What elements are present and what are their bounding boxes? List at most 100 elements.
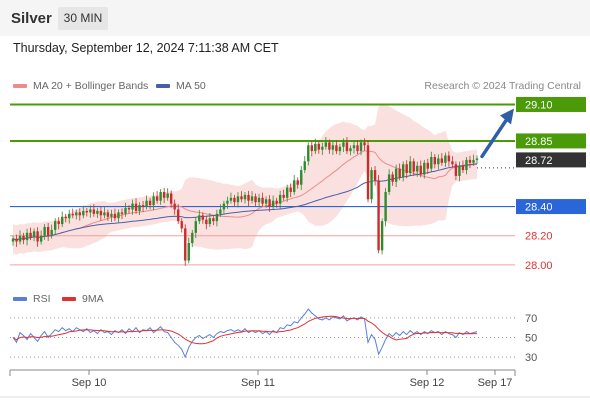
candle bbox=[285, 187, 289, 198]
candle bbox=[201, 215, 205, 220]
candle bbox=[387, 174, 391, 192]
candle bbox=[345, 142, 349, 152]
candle bbox=[219, 209, 222, 214]
candle bbox=[222, 203, 226, 210]
price-tag-28.40 bbox=[516, 199, 586, 215]
price-label-28.20: 28.20 bbox=[525, 231, 553, 243]
candle bbox=[296, 180, 299, 185]
timeframe-button[interactable]: 30 MIN bbox=[58, 7, 108, 30]
candle bbox=[321, 146, 324, 150]
candle bbox=[25, 232, 29, 241]
candle bbox=[275, 200, 278, 204]
rsi-ma-line bbox=[12, 315, 477, 345]
candle bbox=[127, 208, 131, 210]
x-axis-label: Sep 17 bbox=[478, 377, 513, 389]
instrument-title: Silver bbox=[11, 10, 52, 27]
candle bbox=[314, 143, 317, 152]
candle bbox=[113, 213, 117, 219]
candle bbox=[198, 215, 201, 222]
candle bbox=[300, 170, 303, 185]
candle bbox=[356, 145, 359, 152]
candle bbox=[39, 235, 43, 242]
candle bbox=[447, 155, 451, 162]
candle bbox=[461, 165, 465, 171]
candle bbox=[416, 165, 419, 172]
candle bbox=[240, 196, 243, 200]
candle bbox=[148, 200, 152, 206]
candle bbox=[22, 235, 25, 241]
candle bbox=[75, 212, 78, 216]
rsi-swatch-icon bbox=[13, 297, 27, 302]
price-tag-28.85 bbox=[516, 133, 586, 149]
x-axis-label: Sep 12 bbox=[410, 377, 445, 389]
candle bbox=[454, 164, 458, 176]
candle bbox=[166, 193, 169, 198]
candle bbox=[271, 200, 275, 207]
candle bbox=[36, 231, 39, 242]
candle bbox=[437, 158, 440, 165]
candle bbox=[194, 221, 197, 233]
candle bbox=[162, 191, 166, 198]
candle bbox=[303, 161, 306, 171]
candle bbox=[352, 145, 356, 149]
candle bbox=[433, 156, 437, 165]
price-label-28.00: 28.00 bbox=[525, 260, 553, 272]
candle bbox=[335, 145, 338, 152]
legend-rsi-label: RSI bbox=[33, 293, 51, 305]
candle bbox=[173, 203, 176, 210]
candle bbox=[317, 143, 321, 150]
candle bbox=[475, 158, 479, 160]
legend-rsi-ma: 9MA bbox=[62, 293, 104, 305]
candles bbox=[11, 137, 479, 266]
candle bbox=[50, 229, 53, 236]
candle bbox=[338, 146, 342, 152]
candle bbox=[159, 191, 162, 201]
rsi-axis-label-70: 70 bbox=[525, 313, 537, 325]
candle bbox=[177, 209, 180, 222]
candle bbox=[212, 218, 215, 222]
candle bbox=[384, 191, 387, 222]
candle bbox=[254, 196, 257, 203]
candle bbox=[423, 162, 426, 175]
candle bbox=[257, 197, 261, 203]
candle bbox=[120, 212, 124, 214]
candle bbox=[64, 216, 67, 219]
price-tag-label-28.40: 28.40 bbox=[525, 202, 553, 214]
legend-ma50: MA 50 bbox=[156, 80, 206, 92]
candle bbox=[247, 194, 250, 201]
candle bbox=[268, 199, 271, 207]
candle bbox=[293, 180, 296, 192]
candle bbox=[324, 142, 328, 147]
candle bbox=[180, 221, 183, 229]
candle bbox=[85, 210, 89, 213]
candle bbox=[18, 235, 22, 242]
candle bbox=[82, 210, 85, 216]
candle bbox=[152, 196, 155, 206]
candle bbox=[57, 221, 60, 225]
candle bbox=[261, 197, 264, 204]
candle bbox=[208, 218, 212, 225]
candle bbox=[187, 243, 190, 261]
candle bbox=[468, 159, 472, 163]
legend-bollinger-label: MA 20 + Bollinger Bands bbox=[33, 80, 149, 92]
candle bbox=[103, 212, 106, 216]
candle bbox=[138, 205, 141, 211]
candle bbox=[78, 212, 81, 216]
candle bbox=[398, 168, 401, 178]
rsi-line bbox=[12, 308, 478, 359]
candle bbox=[409, 161, 412, 174]
candle bbox=[215, 213, 219, 222]
candle bbox=[134, 203, 138, 211]
candle bbox=[124, 208, 127, 214]
x-axis-label: Sep 10 bbox=[72, 377, 107, 389]
candle bbox=[46, 226, 50, 236]
candle bbox=[472, 159, 475, 163]
legend-rsi: RSI bbox=[13, 293, 51, 305]
candle bbox=[458, 165, 461, 176]
candle bbox=[99, 210, 103, 216]
candle bbox=[370, 170, 373, 200]
bollinger-band bbox=[13, 103, 477, 255]
rsi-ma-swatch-icon bbox=[62, 297, 76, 302]
candle bbox=[131, 203, 134, 210]
